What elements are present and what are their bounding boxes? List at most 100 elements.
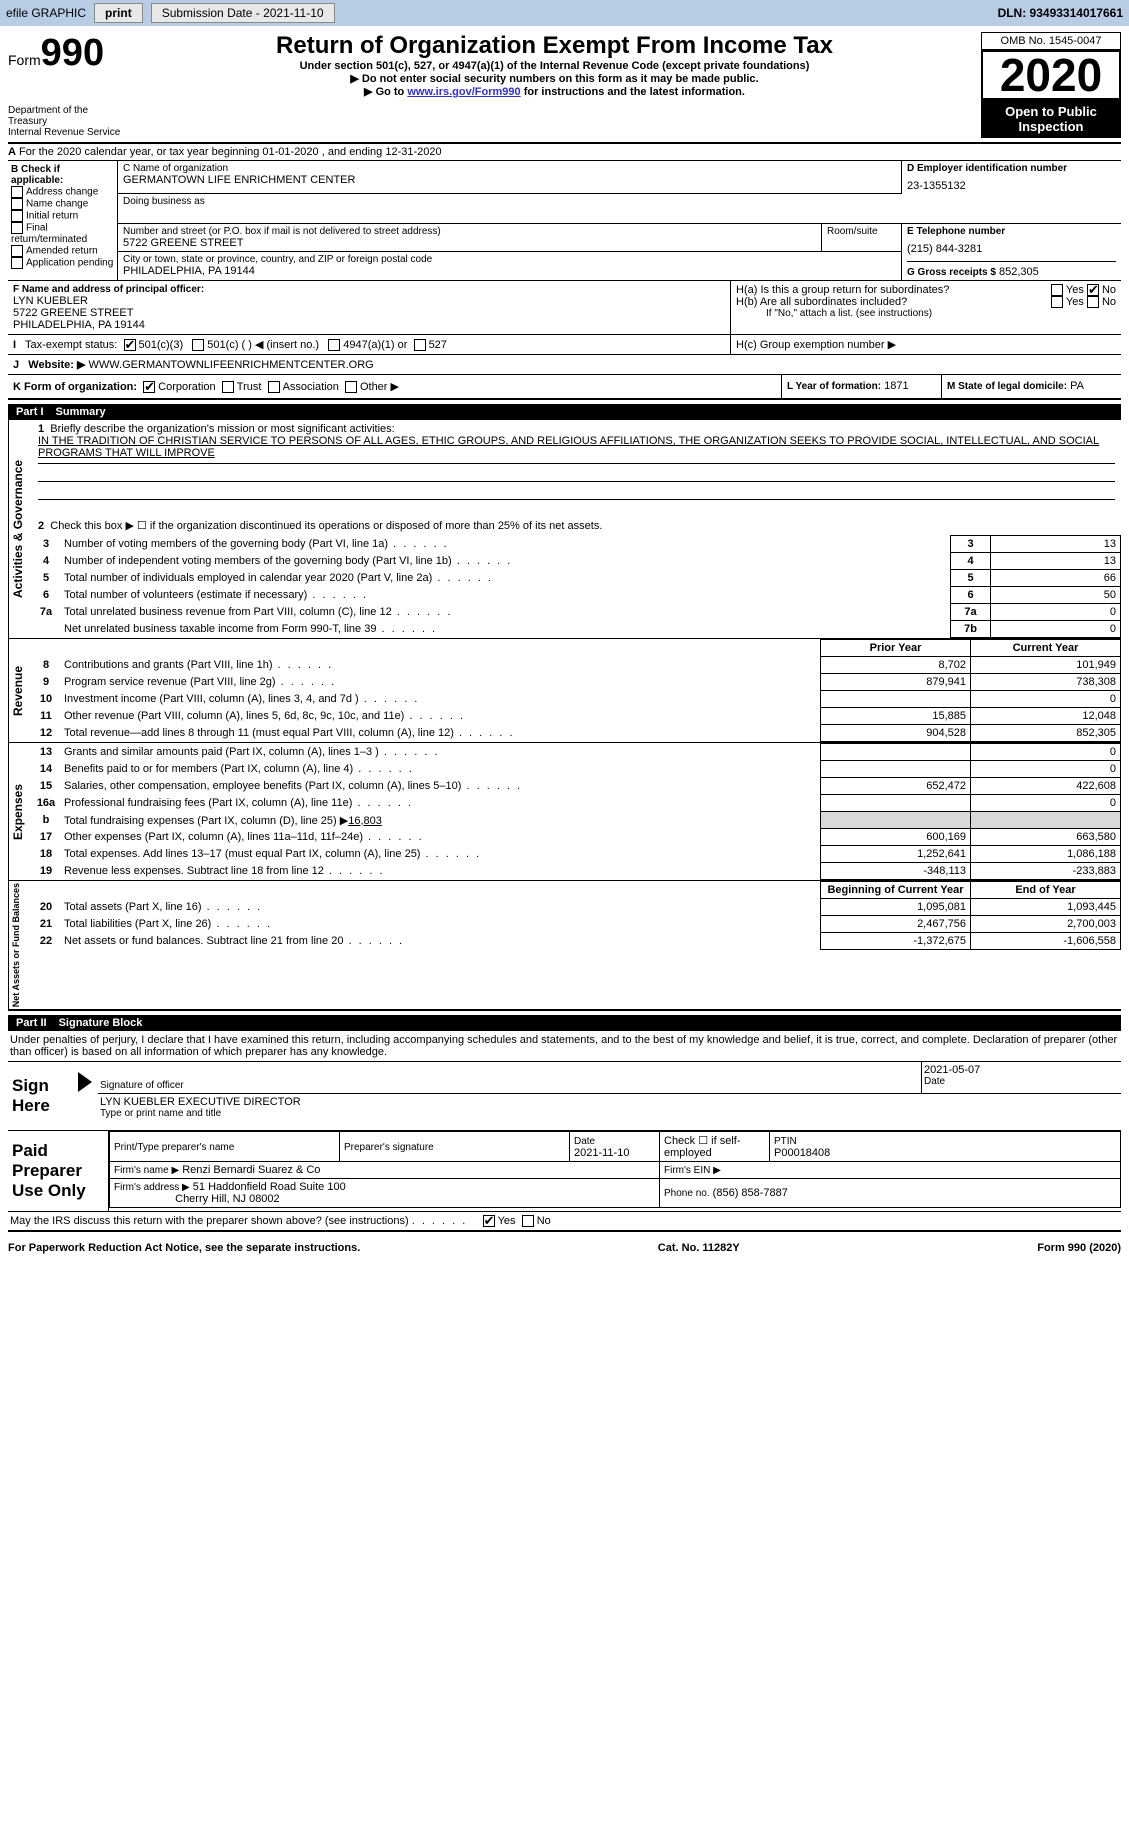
form-number: 990	[41, 32, 104, 74]
perjury-text: Under penalties of perjury, I declare th…	[8, 1031, 1121, 1061]
hb-no[interactable]	[1087, 296, 1099, 308]
i-label: Tax-exempt status:	[25, 339, 117, 351]
revenue-row: 10 Investment income (Part VIII, column …	[32, 691, 1121, 708]
city: PHILADELPHIA, PA 19144	[123, 265, 896, 277]
mission-text: IN THE TRADITION OF CHRISTIAN SERVICE TO…	[38, 435, 1099, 459]
k-assoc[interactable]	[268, 381, 280, 393]
b-opt-check[interactable]	[11, 198, 23, 210]
revenue-row: 8 Contributions and grants (Part VIII, l…	[32, 657, 1121, 674]
website: WWW.GERMANTOWNLIFEENRICHMENTCENTER.ORG	[89, 359, 374, 371]
b-opt-check[interactable]	[11, 210, 23, 222]
street: 5722 GREENE STREET	[123, 237, 816, 249]
city-label: City or town, state or province, country…	[123, 254, 896, 265]
g-label: G Gross receipts $	[907, 267, 996, 278]
line-row: 7a Total unrelated business revenue from…	[32, 604, 1121, 621]
na-row: 21 Total liabilities (Part X, line 26) 2…	[32, 916, 1121, 933]
tax-year: 2020	[981, 50, 1121, 100]
expense-row: b Total fundraising expenses (Part IX, c…	[32, 812, 1121, 829]
sub3-post: for instructions and the latest informat…	[521, 86, 745, 98]
footer-right: Form 990 (2020)	[1037, 1242, 1121, 1254]
k-trust[interactable]	[222, 381, 234, 393]
k-corp[interactable]	[143, 381, 155, 393]
print-button[interactable]: print	[94, 3, 143, 23]
l-label: L Year of formation:	[787, 381, 881, 392]
expense-row: 14 Benefits paid to or for members (Part…	[32, 761, 1121, 778]
signer-name: LYN KUEBLER EXECUTIVE DIRECTOR	[100, 1096, 1119, 1108]
firm-ein-label: Firm's EIN ▶	[664, 1165, 721, 1176]
discuss-yes[interactable]	[483, 1215, 495, 1227]
i-501c3[interactable]	[124, 339, 136, 351]
d-label: D Employer identification number	[907, 163, 1116, 174]
expense-row: 19 Revenue less expenses. Subtract line …	[32, 863, 1121, 880]
firm-name: Renzi Bernardi Suarez & Co	[182, 1164, 320, 1176]
self-emp-label: Check ☐ if self-employed	[660, 1132, 770, 1162]
expense-row: 17 Other expenses (Part IX, column (A), …	[32, 829, 1121, 846]
ha-yes[interactable]	[1051, 284, 1063, 296]
form-sub2: ▶ Do not enter social security numbers o…	[134, 72, 975, 85]
firm-phone: (856) 858-7887	[713, 1187, 788, 1199]
b-opt-check[interactable]	[11, 222, 23, 234]
sign-arrow-icon	[78, 1072, 92, 1092]
open-inspection: Open to Public Inspection	[981, 100, 1121, 138]
hb-yes[interactable]	[1051, 296, 1063, 308]
e-label: E Telephone number	[907, 226, 1116, 237]
s1-q: Briefly describe the organization's miss…	[50, 423, 394, 435]
instructions-link[interactable]: www.irs.gov/Form990	[407, 86, 520, 98]
b-option: Address change	[11, 186, 114, 198]
paid-title: Paid Preparer Use Only	[8, 1131, 108, 1211]
sign-here: Sign Here	[8, 1062, 78, 1130]
prep-date-label: Date	[574, 1136, 595, 1147]
dba-label: Doing business as	[123, 196, 1116, 207]
domicile: PA	[1070, 380, 1084, 392]
revenue-table: Prior Year Current Year8 Contributions a…	[32, 639, 1121, 742]
hc-label: H(c) Group exemption number ▶	[731, 335, 1121, 354]
a-lead: A	[8, 146, 16, 158]
ha-no[interactable]	[1087, 284, 1099, 296]
revenue-row: 9 Program service revenue (Part VIII, li…	[32, 674, 1121, 691]
type-label: Type or print name and title	[100, 1108, 1119, 1119]
year-formed: 1871	[884, 380, 908, 392]
form-sub1: Under section 501(c), 527, or 4947(a)(1)…	[134, 60, 975, 72]
officer-name: LYN KUEBLER	[13, 295, 725, 307]
ha-label: H(a) Is this a group return for subordin…	[736, 284, 1051, 296]
side-rev: Revenue	[8, 639, 32, 742]
line-row: 6 Total number of volunteers (estimate i…	[32, 587, 1121, 604]
dln-label: DLN: 93493314017661	[998, 6, 1123, 20]
i-4947[interactable]	[328, 339, 340, 351]
firm-addr-label: Firm's address ▶	[114, 1182, 190, 1193]
entity-block: B Check if applicable: Address changeNam…	[8, 161, 1121, 280]
officer-addr2: PHILADELPHIA, PA 19144	[13, 319, 725, 331]
efile-label: efile GRAPHIC	[6, 6, 86, 20]
form-header: Form990 Department of the Treasury Inter…	[8, 32, 1121, 144]
ein: 23-1355132	[907, 174, 1116, 192]
b-opt-check[interactable]	[11, 186, 23, 198]
expense-row: 15 Salaries, other compensation, employe…	[32, 778, 1121, 795]
prep-name-label: Print/Type preparer's name	[114, 1142, 234, 1153]
part2-header: Part II Signature Block	[8, 1015, 1121, 1031]
firm-phone-label: Phone no.	[664, 1188, 710, 1199]
i-501c[interactable]	[192, 339, 204, 351]
paid-preparer-block: Paid Preparer Use Only Print/Type prepar…	[8, 1131, 1121, 1212]
sig-label: Signature of officer	[100, 1080, 919, 1091]
expense-row: 13 Grants and similar amounts paid (Part…	[32, 744, 1121, 761]
b-option: Name change	[11, 198, 114, 210]
b-opt-check[interactable]	[11, 245, 23, 257]
expense-row: 16a Professional fundraising fees (Part …	[32, 795, 1121, 812]
footer-mid: Cat. No. 11282Y	[658, 1242, 740, 1254]
b-title: B Check if applicable:	[11, 164, 114, 186]
discuss-q: May the IRS discuss this return with the…	[10, 1215, 409, 1227]
line-row: 3 Number of voting members of the govern…	[32, 536, 1121, 553]
na-row: 20 Total assets (Part X, line 16) 1,095,…	[32, 899, 1121, 916]
prep-sig-label: Preparer's signature	[344, 1142, 434, 1153]
officer-addr1: 5722 GREENE STREET	[13, 307, 725, 319]
i-527[interactable]	[414, 339, 426, 351]
b-opt-check[interactable]	[11, 257, 23, 269]
discuss-no[interactable]	[522, 1215, 534, 1227]
firm-addr1: 51 Haddonfield Road Suite 100	[193, 1181, 346, 1193]
prep-date: 2021-11-10	[574, 1147, 629, 1159]
k-other[interactable]	[345, 381, 357, 393]
top-bar: efile GRAPHIC print Submission Date - 20…	[0, 0, 1129, 26]
footer-left: For Paperwork Reduction Act Notice, see …	[8, 1242, 360, 1254]
c-name-label: C Name of organization	[123, 163, 896, 174]
line-row: Net unrelated business taxable income fr…	[32, 621, 1121, 638]
